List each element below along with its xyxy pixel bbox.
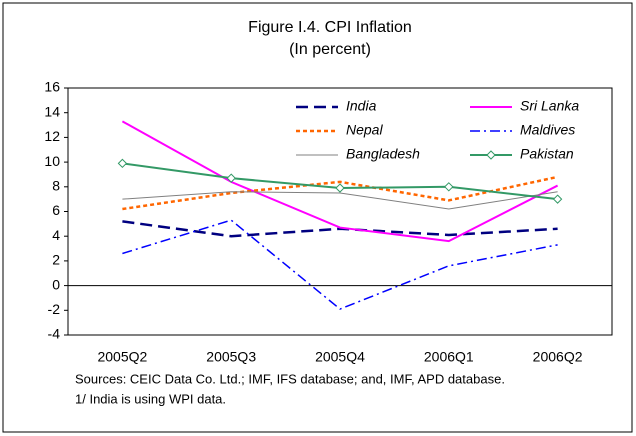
series-line bbox=[122, 175, 558, 211]
x-tick-label: 2006Q1 bbox=[424, 349, 474, 365]
x-tick-label: 2006Q2 bbox=[533, 349, 583, 365]
footnote: 1/ India is using WPI data. bbox=[75, 391, 226, 406]
chart-title: Figure I.4. CPI Inflation bbox=[248, 19, 412, 36]
chart-subtitle: (In percent) bbox=[289, 41, 371, 58]
series-line bbox=[121, 120, 559, 243]
y-tick-label: -4 bbox=[48, 326, 61, 342]
marker bbox=[552, 194, 563, 204]
marker bbox=[226, 173, 236, 183]
marker bbox=[117, 158, 128, 169]
series-line bbox=[122, 219, 558, 310]
y-tick-label: 2 bbox=[52, 252, 60, 268]
legend-label: Maldives bbox=[520, 122, 575, 138]
y-tick-label: -2 bbox=[48, 301, 61, 317]
y-tick-label: 16 bbox=[44, 79, 60, 95]
y-tick-label: 14 bbox=[44, 103, 60, 119]
legend-label: Sri Lanka bbox=[520, 98, 579, 114]
legend-label: Bangladesh bbox=[346, 146, 420, 162]
legend-label: India bbox=[346, 98, 377, 114]
x-tick-label: 2005Q4 bbox=[315, 349, 365, 365]
legend-label: Nepal bbox=[346, 122, 383, 138]
y-tick-label: 10 bbox=[44, 153, 60, 169]
marker bbox=[486, 150, 496, 160]
marker bbox=[444, 182, 454, 192]
source-note: Sources: CEIC Data Co. Ltd.; IMF, IFS da… bbox=[75, 371, 505, 386]
y-tick-label: 0 bbox=[52, 276, 60, 292]
series-line bbox=[122, 191, 558, 210]
y-tick-label: 8 bbox=[52, 178, 60, 194]
x-tick-label: 2005Q3 bbox=[206, 349, 256, 365]
y-tick-label: 4 bbox=[52, 227, 60, 243]
y-tick-label: 12 bbox=[44, 128, 60, 144]
y-tick-label: 6 bbox=[52, 202, 60, 218]
x-tick-label: 2005Q2 bbox=[97, 349, 147, 365]
marker bbox=[335, 183, 345, 193]
legend-label: Pakistan bbox=[520, 146, 574, 162]
